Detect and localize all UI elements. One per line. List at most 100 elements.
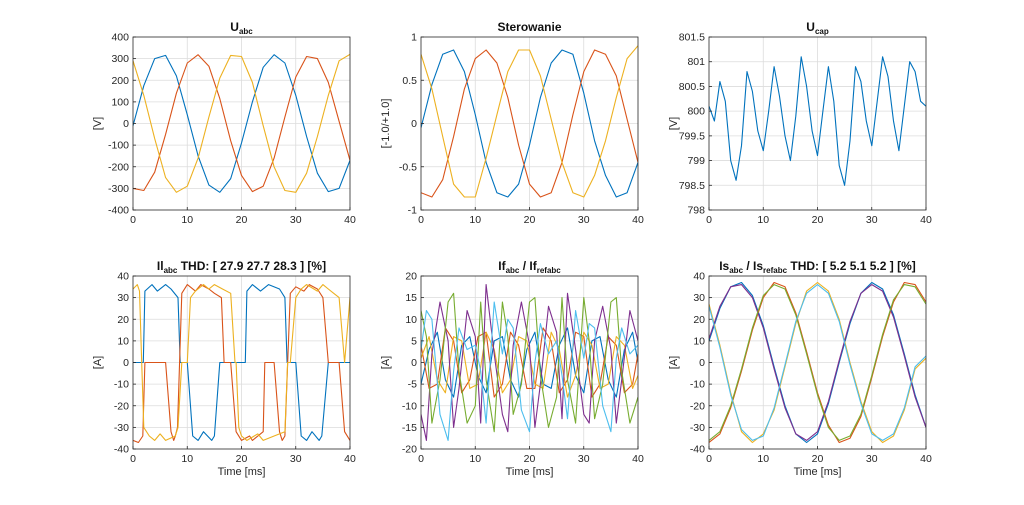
y-tick-label: -300: [108, 183, 129, 195]
x-tick-label: 40: [920, 453, 932, 465]
series-line-1: [709, 56, 926, 186]
y-tick-label: -0.5: [399, 161, 417, 173]
grid: [133, 37, 350, 210]
chart-title: Sterowanie: [497, 20, 561, 34]
y-tick-label: 30: [117, 292, 129, 304]
x-tick-label: 10: [757, 214, 769, 226]
y-tick-label: 5: [411, 335, 417, 347]
x-axis-label: Time [ms]: [506, 466, 554, 478]
series-group: [133, 53, 350, 193]
series-group: [709, 56, 926, 186]
x-tick-label: 0: [418, 453, 424, 465]
series-line-3: [133, 53, 350, 193]
x-tick-label: 10: [469, 214, 481, 226]
subplot-4: 0 10 20 30 40 -40 -30 -20 -10 0 10 20 30 40 [A] Time [m…: [92, 259, 356, 478]
x-tick-label: 10: [181, 453, 193, 465]
y-tick-label: 100: [111, 96, 129, 108]
y-tick-label: -20: [114, 400, 129, 412]
y-tick-label: 0: [123, 357, 129, 369]
y-tick-label: 10: [117, 335, 129, 347]
series-line-2: [133, 284, 350, 444]
y-axis-label: [V]: [668, 117, 680, 130]
x-tick-label: 30: [578, 453, 590, 465]
series-line-2: [421, 49, 638, 198]
y-tick-label: -400: [108, 205, 129, 217]
y-tick-label: 798: [687, 205, 705, 217]
y-tick-label: 801: [687, 56, 705, 68]
y-tick-label: -40: [690, 444, 705, 456]
x-tick-label: 10: [469, 453, 481, 465]
x-tick-label: 0: [706, 214, 712, 226]
series-line-1: [133, 54, 350, 193]
series-line-3: [421, 45, 638, 198]
y-tick-label: 10: [405, 314, 417, 326]
y-tick-label: -200: [108, 161, 129, 173]
y-tick-label: -40: [114, 444, 129, 456]
y-tick-label: 400: [111, 32, 129, 44]
x-tick-label: 40: [344, 214, 356, 226]
x-tick-label: 0: [130, 453, 136, 465]
x-tick-label: 0: [418, 214, 424, 226]
grid: [421, 37, 638, 210]
y-tick-label: 20: [117, 314, 129, 326]
subplot-3: 0 10 20 30 40 798 798.5 799 799.5 800 800.5 801 801.…: [668, 20, 932, 226]
y-tick-label: -20: [690, 400, 705, 412]
y-axis-label: [A]: [380, 356, 392, 369]
series-line-5: [421, 292, 638, 433]
y-tick-label: -10: [402, 400, 417, 412]
series-line-1: [709, 281, 926, 444]
chart-title: Isabc / Isrefabc THD: [ 5.2 5.1 5.2 ] [%…: [719, 259, 916, 275]
series-line-5: [709, 284, 926, 441]
series-group: [709, 281, 926, 444]
y-axis-label: [-1.0/+1.0]: [380, 99, 392, 149]
y-tick-label: 0: [411, 357, 417, 369]
series-line-2: [133, 54, 350, 193]
y-axis-label: [A]: [92, 356, 104, 369]
y-tick-label: -10: [114, 379, 129, 391]
y-axis-label: [A]: [668, 356, 680, 369]
y-tick-label: -15: [402, 422, 417, 434]
x-tick-label: 20: [524, 214, 536, 226]
series-group: [421, 284, 638, 441]
y-tick-label: 40: [117, 271, 129, 283]
y-tick-label: 798.5: [679, 180, 705, 192]
x-tick-label: 20: [812, 453, 824, 465]
series-line-1: [133, 284, 350, 441]
x-tick-label: 30: [866, 453, 878, 465]
y-tick-label: 20: [693, 314, 705, 326]
series-line-3: [709, 281, 926, 444]
subplot-5: 0 10 20 30 40 -20 -15 -10 -5 0 5 10 15 20 [A] Time [ms]…: [380, 259, 644, 478]
subplot-2: 0 10 20 30 40 -1 -0.5 0 0.5 1 [-1.0/+1.0] Sterowani…: [380, 20, 644, 226]
grid: [709, 37, 926, 210]
x-tick-label: 30: [866, 214, 878, 226]
x-tick-label: 30: [578, 214, 590, 226]
chart-title: Uabc: [230, 20, 253, 36]
x-tick-label: 40: [632, 214, 644, 226]
y-tick-label: -30: [690, 422, 705, 434]
series-group: [133, 284, 350, 444]
y-tick-label: 0: [411, 118, 417, 130]
y-tick-label: 0: [123, 118, 129, 130]
y-tick-label: 200: [111, 75, 129, 87]
x-tick-label: 40: [920, 214, 932, 226]
y-tick-label: 10: [693, 335, 705, 347]
y-tick-label: -30: [114, 422, 129, 434]
y-axis-label: [V]: [92, 117, 104, 130]
series-line-6: [421, 301, 638, 441]
y-tick-label: 799: [687, 155, 705, 167]
x-tick-label: 10: [181, 214, 193, 226]
series-line-1: [421, 49, 638, 198]
subplot-6: 0 10 20 30 40 -40 -30 -20 -10 0 10 20 30 40 [A] Time [m…: [668, 259, 932, 478]
chart-title: Ucap: [806, 20, 829, 36]
y-tick-label: 20: [405, 271, 417, 283]
series-line-4: [709, 284, 926, 441]
chart-title: Ilabc THD: [ 27.9 27.7 28.3 ] [%]: [157, 259, 326, 275]
x-axis-label: Time [ms]: [794, 466, 842, 478]
y-tick-label: 800: [687, 106, 705, 118]
x-tick-label: 20: [812, 214, 824, 226]
series-line-2: [421, 327, 638, 398]
x-tick-label: 0: [130, 214, 136, 226]
series-group: [421, 45, 638, 198]
series-line-4: [421, 284, 638, 441]
